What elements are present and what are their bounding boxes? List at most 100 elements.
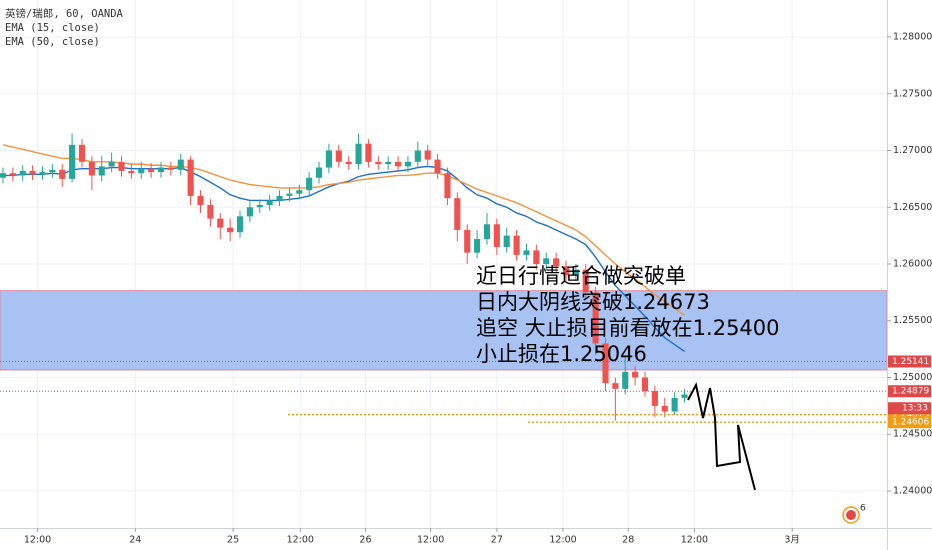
candle-body (217, 218, 224, 228)
x-tick-label: 27 (491, 535, 503, 546)
y-tick-label: 1.27500 (893, 88, 932, 99)
time-axis-bg (0, 528, 888, 550)
candle-body (29, 170, 36, 175)
price-label-bg (888, 385, 931, 398)
x-tick-label: 26 (359, 535, 371, 546)
annotation-text: 小止损在1.25046 (476, 342, 647, 366)
y-tick-label: 1.26000 (893, 259, 932, 270)
candle-body (582, 269, 589, 293)
candle-body (246, 207, 253, 217)
candle-body (632, 371, 639, 378)
price-label: 1.24879 (892, 387, 929, 397)
countdown-bg (888, 402, 931, 415)
candle-body (98, 166, 105, 176)
candle-body (286, 193, 293, 196)
candle-body (177, 159, 184, 170)
candle-body (236, 216, 244, 233)
candle-body (513, 235, 520, 255)
candle-body (414, 150, 421, 162)
candle-body (88, 161, 95, 176)
x-tick-label: 12:00 (287, 535, 314, 546)
candle-body (325, 150, 332, 168)
price-label-bg (888, 416, 931, 429)
badge-count: 6 (860, 504, 866, 514)
candle-body (335, 150, 342, 162)
candle-body (167, 167, 174, 170)
candle-body (553, 258, 560, 267)
candle-body (148, 168, 155, 173)
candle-body (306, 177, 313, 191)
candle-body (49, 169, 56, 173)
candle-body (503, 235, 510, 247)
candle-body (444, 173, 451, 199)
candle-body (187, 159, 194, 196)
candle-body (533, 250, 540, 264)
candle-body (622, 371, 629, 389)
candle-body (661, 405, 668, 412)
candle-body (108, 161, 115, 167)
candle-body (296, 190, 303, 194)
y-tick-label: 1.24000 (893, 485, 932, 496)
candle-body (365, 143, 372, 162)
annotation-text: 近日行情适合做突破单 (476, 264, 686, 288)
candle-body (355, 143, 362, 165)
annotation-text: 追空 大止损目前看放在1.25400 (476, 316, 780, 340)
candle-body (641, 377, 649, 392)
candle-body (434, 159, 441, 174)
candle-body (493, 224, 500, 247)
candle-body (157, 167, 165, 173)
price-axis-bg (888, 0, 932, 550)
chart-title: 英镑/瑞郎, 60, OANDA (5, 7, 124, 20)
candle-body (207, 204, 214, 219)
candle-body (9, 173, 16, 176)
candle-body (19, 170, 26, 176)
annotation-text: 日内大阴线突破1.24673 (476, 290, 710, 314)
legend-entry: EMA (50, close) (5, 36, 100, 48)
price-label: 1.25141 (892, 357, 929, 367)
x-tick-label: 12:00 (549, 535, 576, 546)
candle-body (385, 161, 392, 165)
candle-body (128, 170, 135, 174)
candle-body (404, 161, 412, 167)
y-tick-label: 1.25500 (893, 315, 932, 326)
candle-body (39, 172, 46, 175)
candle-body (118, 161, 125, 171)
candle-body (0, 173, 7, 178)
candle-body (454, 198, 461, 230)
candle-body (375, 161, 382, 165)
candle-body (227, 227, 234, 233)
candle-body (592, 292, 599, 344)
y-tick-label: 1.27000 (893, 145, 932, 156)
price-label: 1.24606 (892, 418, 929, 428)
x-tick-label: 24 (129, 535, 141, 546)
price-label-bg (888, 355, 931, 368)
x-tick-label: 12:00 (417, 535, 444, 546)
x-tick-label: 3月 (784, 535, 800, 546)
x-tick-label: 12:00 (681, 535, 708, 546)
candle-body (483, 224, 491, 240)
legend-entry: EMA (15, close) (5, 22, 100, 34)
candle-body (197, 195, 204, 205)
zone (0, 290, 888, 371)
candle-body (276, 195, 283, 201)
candle-body (424, 150, 431, 160)
candle-body (543, 258, 550, 264)
candle-body (602, 343, 609, 384)
candle-body (651, 391, 658, 406)
candle-body (315, 167, 323, 178)
candle-body (671, 397, 678, 412)
candle-body (395, 161, 402, 167)
countdown-label: 13:33 (902, 404, 928, 414)
candle-body (464, 229, 471, 253)
candle-body (138, 168, 145, 174)
candle-body (612, 383, 619, 389)
y-tick-label: 1.24500 (893, 429, 932, 440)
drawn-path (687, 382, 756, 491)
candle-body (562, 266, 570, 276)
y-tick-label: 1.28000 (893, 32, 932, 43)
candle-body (572, 269, 579, 276)
badge-dot (846, 510, 856, 520)
candle-body (266, 200, 273, 205)
axes: 1.24000 1.24500 1.25000 1.25500 1.26000 1.265… (24, 32, 932, 546)
